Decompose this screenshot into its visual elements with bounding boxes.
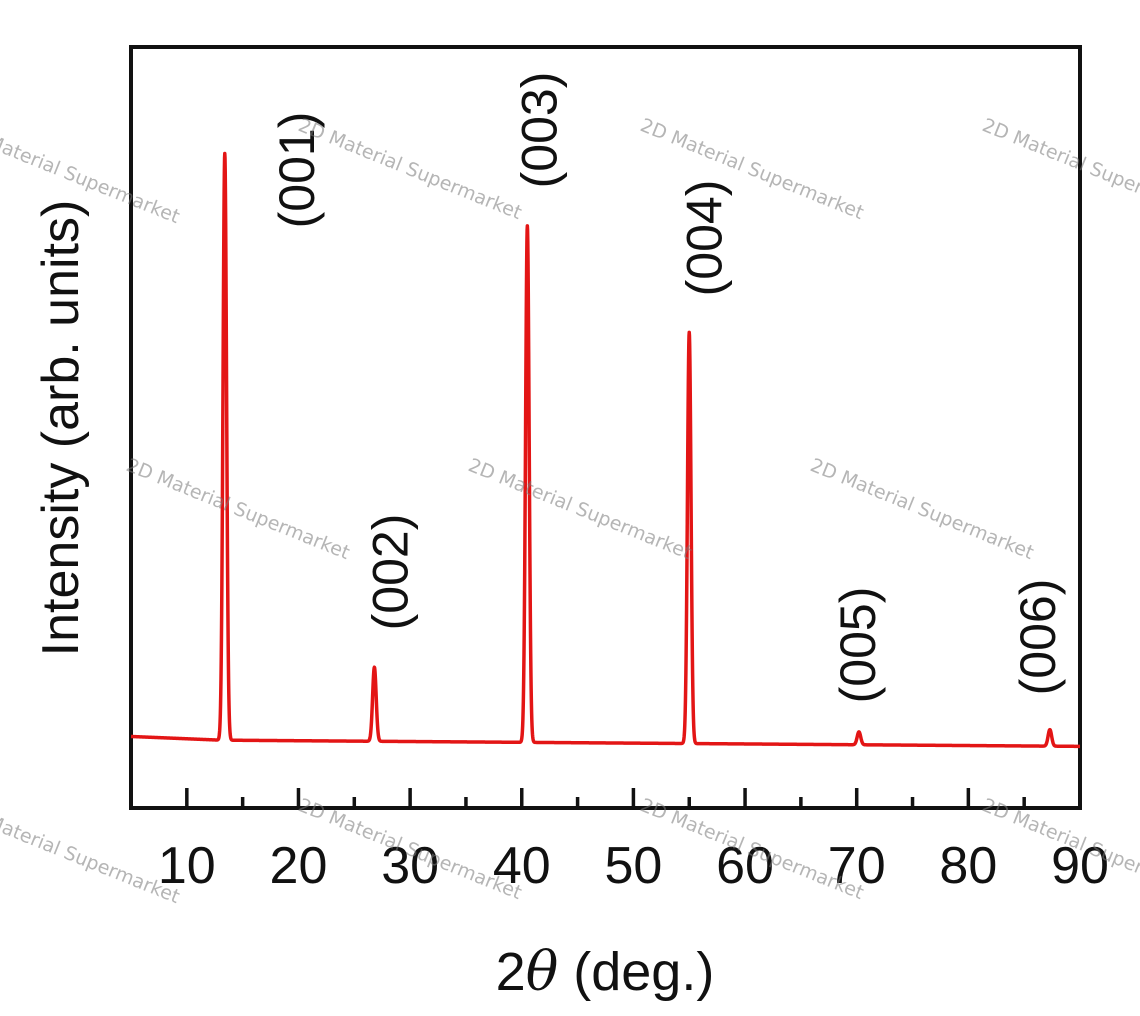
x-axis-ticks	[185, 788, 1026, 808]
watermark: 2D Material Supermarket	[465, 454, 695, 564]
peak-label: (004)	[676, 180, 732, 297]
watermark: 2D Material Supermarket	[295, 114, 525, 224]
x-axis-label: 2θ (deg.)	[496, 940, 715, 1003]
x-tick-label: 30	[381, 837, 439, 895]
x-tick-label: 40	[493, 837, 551, 895]
x-axis-label-prefix: 2	[496, 942, 526, 1002]
x-axis-label-symbol: θ	[526, 940, 559, 1003]
plot-frame	[129, 45, 1082, 810]
watermark: 2D Material Supermarket	[0, 798, 183, 908]
x-axis-tick-labels: 10 20 30 40 50 60 70 80 90	[158, 837, 1109, 895]
x-tick-label: 60	[716, 837, 774, 895]
watermark: 2D Material Supermarket	[123, 454, 353, 564]
peak-label: (005)	[830, 587, 886, 704]
x-tick-label: 20	[270, 837, 328, 895]
xrd-pattern-line	[129, 151, 1082, 749]
peak-label: (002)	[363, 514, 419, 631]
peak-labels: (001) (002) (003) (004) (005) (006)	[269, 72, 1066, 704]
y-axis-label: Intensity (arb. units)	[32, 200, 90, 657]
x-tick-label: 70	[828, 837, 886, 895]
x-axis-label-suffix: (deg.)	[558, 942, 714, 1002]
peak-label: (003)	[512, 72, 568, 189]
peak-label: (006)	[1010, 579, 1066, 696]
x-tick-label: 10	[158, 837, 216, 895]
watermark: 2D Material Supermarket	[807, 454, 1037, 564]
x-tick-label: 80	[939, 837, 997, 895]
x-tick-label: 50	[604, 837, 662, 895]
watermark: 2D Material Supermarket	[637, 114, 867, 224]
watermark: 2D Material Supermarket	[0, 118, 183, 228]
x-tick-label: 90	[1051, 837, 1109, 895]
peak-label: (001)	[269, 112, 325, 229]
watermark: 2D Material Supermarket	[979, 114, 1140, 224]
